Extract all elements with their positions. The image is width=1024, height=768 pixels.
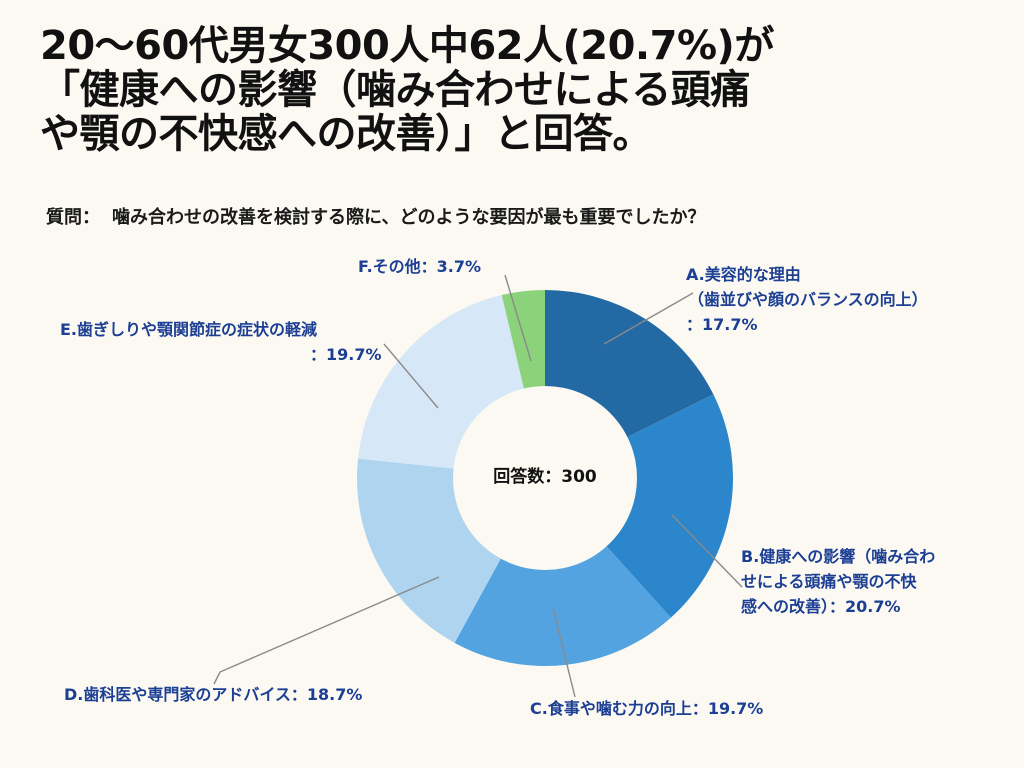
headline-line-3: や顎の不快感への改善）」と回答。: [40, 111, 653, 157]
slice-label-a-line-1: A.美容的な理由: [686, 265, 801, 284]
headline-line-1: 20〜60代男女300人中62人(20.7%)が: [40, 23, 774, 69]
leader-line-b: [671, 514, 743, 588]
slice-label-b: B.健康への影響（噛み合わ せによる頭痛や顎の不快 感への改善）：20.7%: [741, 544, 935, 619]
slice-label-d-line-1: D.歯科医や専門家のアドバイス：18.7%: [64, 685, 363, 704]
leader-line-e: [383, 343, 439, 409]
slice-label-b-line-3: 感への改善）：20.7%: [741, 597, 901, 616]
leader-line-f: [504, 274, 532, 362]
question-text: 噛み合わせの改善を検討する際に、どのような要因が最も重要でしたか？: [112, 207, 706, 228]
slice-label-b-line-2: せによる頭痛や顎の不快: [741, 572, 917, 591]
slice-label-a-line-2: （歯並びや顔のバランスの向上）: [688, 290, 928, 309]
leader-line-a: [603, 292, 694, 345]
slice-label-e-line-2: ：19.7%: [310, 345, 382, 364]
leader-lines: [213, 274, 743, 698]
leader-line-d: [213, 576, 440, 685]
slice-c: [454, 478, 671, 666]
slice-b: [545, 394, 733, 618]
slice-label-c-line-1: C.食事や噛む力の向上：19.7%: [530, 699, 764, 718]
headline: 20〜60代男女300人中62人(20.7%)が 「健康への影響（噛み合わせによ…: [40, 24, 1000, 156]
slice-label-f-line-1: F.その他：3.7%: [358, 257, 482, 276]
slice-label-a-line-3: ：17.7%: [686, 315, 758, 334]
donut-hole: [453, 386, 637, 570]
leader-line-c: [552, 607, 576, 698]
slice-label-e: E.歯ぎしりや顎関節症の症状の軽減 ：19.7%: [60, 317, 382, 367]
slice-label-a: A.美容的な理由 （歯並びや顔のバランスの向上） ：17.7%: [686, 262, 928, 337]
headline-line-2: 「健康への影響（噛み合わせによる頭痛: [40, 67, 750, 113]
slice-label-f: F.その他：3.7%: [358, 254, 481, 279]
slice-label-c: C.食事や噛む力の向上：19.7%: [530, 696, 763, 721]
center-total-label: 回答数：300: [493, 467, 597, 487]
question: 質問： 噛み合わせの改善を検討する際に、どのような要因が最も重要でしたか？: [46, 203, 1006, 229]
slice-label-d: D.歯科医や専門家のアドバイス：18.7%: [64, 682, 362, 707]
slice-label-b-line-1: B.健康への影響（噛み合わ: [741, 547, 936, 566]
slice-label-e-line-1: E.歯ぎしりや顎関節症の症状の軽減: [60, 320, 318, 339]
question-prefix: 質問：: [46, 207, 100, 228]
